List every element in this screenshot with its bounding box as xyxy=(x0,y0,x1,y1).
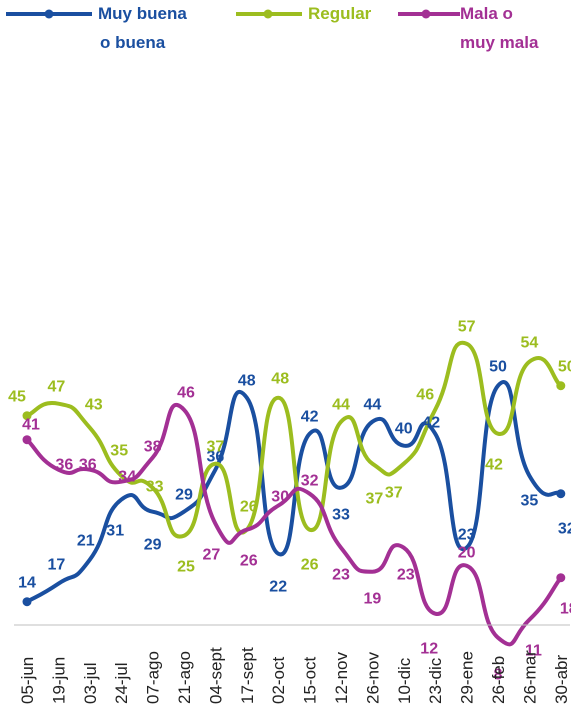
data-label-regular-10: 44 xyxy=(332,397,350,414)
data-label-mala-o-muy-mala-1: 36 xyxy=(56,457,74,474)
data-label-muy-buena-o-buena-5: 29 xyxy=(175,487,193,504)
data-label-muy-buena-o-buena-9: 42 xyxy=(301,409,319,426)
series-line-mala-o-muy-mala xyxy=(25,402,563,647)
data-label-muy-buena-o-buena-11: 44 xyxy=(364,397,382,414)
data-label-muy-buena-o-buena-12: 40 xyxy=(395,421,413,438)
data-label-mala-o-muy-mala-6: 27 xyxy=(203,547,221,564)
legend-dot-regular xyxy=(263,9,273,19)
series-line-regular xyxy=(25,340,563,539)
legend-label-regular-0: Regular xyxy=(308,4,372,23)
x-tick-label-8: 02-oct xyxy=(269,656,288,704)
data-label-mala-o-muy-mala-17: 18 xyxy=(560,601,571,618)
series-lines xyxy=(22,340,566,647)
data-label-muy-buena-o-buena-3: 31 xyxy=(106,523,124,540)
data-label-mala-o-muy-mala-10: 23 xyxy=(332,567,350,584)
data-label-mala-o-muy-mala-11: 19 xyxy=(364,591,382,608)
data-label-mala-o-muy-mala-14: 20 xyxy=(458,545,476,562)
data-label-mala-o-muy-mala-15: 8 xyxy=(494,667,503,684)
x-tick-label-5: 21-ago xyxy=(175,651,194,704)
x-tick-label-15: 26-feb xyxy=(489,656,508,704)
data-label-muy-buena-o-buena-16: 35 xyxy=(521,493,539,510)
data-label-mala-o-muy-mala-7: 26 xyxy=(240,553,258,570)
x-tick-label-11: 26-nov xyxy=(363,652,382,704)
series-point-regular-0 xyxy=(22,411,32,421)
series-point-mala-o-muy-mala-17 xyxy=(556,573,566,583)
data-label-muy-buena-o-buena-14: 23 xyxy=(458,527,476,544)
data-label-mala-o-muy-mala-13: 12 xyxy=(420,641,438,658)
data-label-regular-3: 35 xyxy=(110,443,128,460)
data-label-regular-12: 37 xyxy=(385,485,403,502)
data-label-muy-buena-o-buena-7: 48 xyxy=(238,373,256,390)
data-label-muy-buena-o-buena-17: 32 xyxy=(558,521,571,538)
data-label-muy-buena-o-buena-4: 29 xyxy=(144,537,162,554)
data-label-mala-o-muy-mala-16: 11 xyxy=(525,643,542,660)
x-tick-label-17: 30-abr xyxy=(552,655,571,704)
x-tick-label-2: 03-jul xyxy=(81,662,100,704)
data-label-mala-o-muy-mala-3: 34 xyxy=(118,469,136,486)
data-label-muy-buena-o-buena-0: 14 xyxy=(18,575,36,592)
x-tick-label-6: 04-sept xyxy=(206,647,225,704)
x-tick-label-13: 23-dic xyxy=(426,657,445,704)
data-label-mala-o-muy-mala-8: 30 xyxy=(271,489,289,506)
series-point-muy-buena-o-buena-17 xyxy=(556,489,566,499)
data-label-regular-0: 45 xyxy=(8,389,26,406)
data-label-regular-4: 33 xyxy=(146,479,164,496)
data-label-muy-buena-o-buena-6: 36 xyxy=(207,449,225,466)
legend: Muy buena o buena Regular Mala o muy mala xyxy=(6,4,539,52)
data-label-regular-13: 46 xyxy=(416,387,434,404)
legend-dot-muy-buena-o-buena xyxy=(44,9,54,19)
x-tick-label-7: 17-sept xyxy=(238,647,257,704)
data-label-regular-11: 37 xyxy=(366,491,384,508)
data-label-regular-15: 42 xyxy=(485,457,503,474)
legend-label-muy-buena-o-buena-0: Muy buena xyxy=(98,4,187,23)
data-label-regular-16: 54 xyxy=(521,335,539,352)
data-label-regular-1: 47 xyxy=(48,379,66,396)
data-label-mala-o-muy-mala-12: 23 xyxy=(397,567,415,584)
series-line-muy-buena-o-buena xyxy=(25,380,563,604)
data-label-regular-9: 26 xyxy=(301,557,319,574)
data-label-muy-buena-o-buena-1: 17 xyxy=(48,557,66,574)
data-label-regular-2: 43 xyxy=(85,397,103,414)
data-label-muy-buena-o-buena-10: 33 xyxy=(332,507,350,524)
x-tick-label-14: 29-ene xyxy=(458,651,477,704)
data-label-muy-buena-o-buena-8: 22 xyxy=(269,579,287,596)
legend-label-mala-o-muy-mala-0: Mala o xyxy=(460,4,513,23)
data-label-mala-o-muy-mala-5: 46 xyxy=(177,385,195,402)
data-label-regular-14: 57 xyxy=(458,319,476,336)
data-label-mala-o-muy-mala-4: 38 xyxy=(144,439,162,456)
data-label-muy-buena-o-buena-15: 50 xyxy=(489,359,507,376)
data-label-mala-o-muy-mala-9: 32 xyxy=(301,473,319,490)
x-tick-label-16: 26-mar xyxy=(520,650,539,704)
x-tick-label-10: 12-nov xyxy=(332,652,351,704)
series-point-mala-o-muy-mala-0 xyxy=(22,435,32,445)
legend-dot-mala-o-muy-mala xyxy=(421,9,431,19)
x-axis-ticks: 05-jun 19-jun 03-jul 24-jul 07-ago 21-ago 04-s… xyxy=(18,647,571,704)
legend-label-muy-buena-o-buena-1: o buena xyxy=(100,33,166,52)
data-label-muy-buena-o-buena-13: 42 xyxy=(422,415,440,432)
data-label-regular-7: 26 xyxy=(240,499,258,516)
data-label-mala-o-muy-mala-2: 36 xyxy=(79,457,97,474)
x-tick-label-3: 24-jul xyxy=(112,662,131,704)
data-label-regular-6: 37 xyxy=(207,439,225,456)
data-label-regular-8: 48 xyxy=(271,371,289,388)
data-labels: 14 17 21 31 29 29 36 48 22 42 33 44 40 42 23 50 35 32 45 47… xyxy=(8,319,571,684)
x-tick-label-12: 10-dic xyxy=(395,657,414,704)
x-tick-label-1: 19-jun xyxy=(49,657,68,704)
legend-label-mala-o-muy-mala-1: muy mala xyxy=(460,33,539,52)
data-label-regular-17: 50 xyxy=(558,359,571,376)
data-label-mala-o-muy-mala-0: 41 xyxy=(22,417,40,434)
data-label-muy-buena-o-buena-2: 21 xyxy=(77,533,95,550)
data-label-regular-5: 25 xyxy=(177,559,195,576)
series-point-regular-17 xyxy=(556,381,566,391)
x-tick-label-0: 05-jun xyxy=(18,657,37,704)
x-tick-label-4: 07-ago xyxy=(144,651,163,704)
series-point-muy-buena-o-buena-0 xyxy=(22,597,32,607)
x-tick-label-9: 15-oct xyxy=(301,656,320,704)
